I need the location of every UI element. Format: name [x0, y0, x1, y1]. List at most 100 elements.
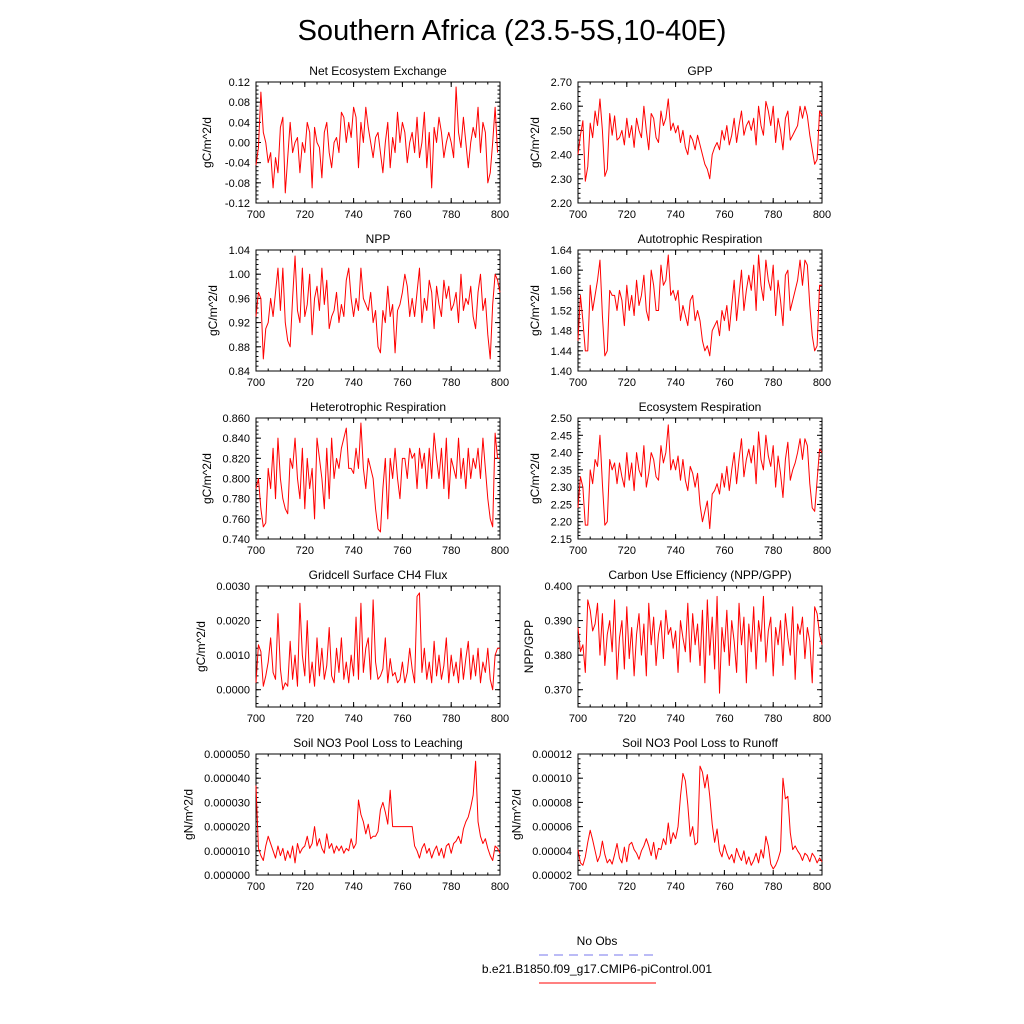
- y-tick-label-soil-no3-leaching: 0.000040: [204, 773, 250, 785]
- y-tick-label-heterotrophic-respiration: 0.840: [222, 433, 250, 445]
- x-tick-label-autotrophic-respiration: 760: [715, 377, 733, 389]
- y-tick-label-heterotrophic-respiration: 0.800: [222, 474, 250, 486]
- x-tick-label-autotrophic-respiration: 740: [666, 377, 684, 389]
- panels: Net Ecosystem Exchange 700 720 740 760 780 800…: [181, 64, 831, 893]
- panel-gpp: GPP 700 720 740 760 780 800 2.20 2.30 2.40 2.50 2.6…: [528, 64, 831, 221]
- x-tick-label-gridcell-surface-ch4-flux: 760: [393, 713, 411, 725]
- x-tick-label-soil-no3-leaching: 760: [393, 881, 411, 893]
- y-tick-label-carbon-use-efficiency: 0.370: [544, 685, 572, 697]
- y-tick-label-npp: 1.00: [229, 269, 250, 281]
- y-tick-label-net-ecosystem-exchange: 0.00: [229, 138, 250, 150]
- y-tick-label-soil-no3-leaching: 0.000020: [204, 822, 250, 834]
- y-tick-label-soil-no3-leaching: 0.000000: [204, 870, 250, 882]
- panel-ecosystem-respiration: Ecosystem Respiration 700 720 740 760 780 800 2…: [528, 400, 831, 557]
- series-line-gpp: [577, 98, 823, 182]
- x-tick-label-ecosystem-respiration: 700: [569, 545, 587, 557]
- panel-title-gpp: GPP: [687, 64, 712, 78]
- y-tick-label-heterotrophic-respiration: 0.780: [222, 494, 250, 506]
- y-axis-label-gpp: gC/m^2/d: [528, 117, 542, 168]
- y-tick-label-gpp: 2.70: [551, 77, 572, 89]
- panel-gridcell-surface-ch4-flux: Gridcell Surface CH4 Flux 700 720 740 760 780…: [194, 568, 509, 725]
- x-tick-label-carbon-use-efficiency: 780: [764, 713, 782, 725]
- x-tick-label-heterotrophic-respiration: 760: [393, 545, 411, 557]
- y-tick-label-autotrophic-respiration: 1.48: [551, 326, 572, 338]
- x-tick-label-carbon-use-efficiency: 720: [618, 713, 636, 725]
- x-tick-label-soil-no3-runoff: 740: [666, 881, 684, 893]
- y-tick-label-soil-no3-runoff: 0.00008: [532, 797, 572, 809]
- x-tick-label-gpp: 800: [813, 209, 831, 221]
- panel-title-heterotrophic-respiration: Heterotrophic Respiration: [310, 400, 446, 414]
- panel-title-npp: NPP: [366, 232, 391, 246]
- plot-frame-gridcell-surface-ch4-flux: [255, 585, 501, 708]
- y-tick-label-gpp: 2.50: [551, 125, 572, 137]
- x-tick-label-net-ecosystem-exchange: 780: [442, 209, 460, 221]
- y-tick-label-soil-no3-leaching: 0.000050: [204, 749, 250, 761]
- y-axis-label-carbon-use-efficiency: NPP/GPP: [522, 620, 536, 673]
- x-tick-label-autotrophic-respiration: 700: [569, 377, 587, 389]
- y-tick-label-ecosystem-respiration: 2.25: [551, 499, 572, 511]
- x-tick-label-gridcell-surface-ch4-flux: 800: [491, 713, 509, 725]
- x-tick-label-carbon-use-efficiency: 740: [666, 713, 684, 725]
- y-tick-label-autotrophic-respiration: 1.40: [551, 366, 572, 378]
- x-tick-label-soil-no3-leaching: 780: [442, 881, 460, 893]
- x-tick-label-heterotrophic-respiration: 740: [344, 545, 362, 557]
- series-line-net-ecosystem-exchange: [255, 86, 499, 194]
- x-tick-label-gpp: 740: [666, 209, 684, 221]
- series-line-ecosystem-respiration: [577, 424, 823, 530]
- y-tick-label-heterotrophic-respiration: 0.760: [222, 514, 250, 526]
- x-tick-label-net-ecosystem-exchange: 760: [393, 209, 411, 221]
- series-line-npp: [255, 255, 501, 360]
- y-tick-label-gpp: 2.30: [551, 174, 572, 186]
- y-tick-label-soil-no3-runoff: 0.00010: [532, 773, 572, 785]
- x-tick-label-npp: 760: [393, 377, 411, 389]
- panel-soil-no3-runoff: Soil NO3 Pool Loss to Runoff 700 720 740 760…: [510, 736, 832, 893]
- y-tick-label-gpp: 2.60: [551, 101, 572, 113]
- y-tick-label-autotrophic-respiration: 1.60: [551, 265, 572, 277]
- plot-frame-autotrophic-respiration: [577, 249, 823, 372]
- x-tick-label-soil-no3-leaching: 740: [344, 881, 362, 893]
- y-axis-label-heterotrophic-respiration: gC/m^2/d: [200, 453, 214, 504]
- y-tick-label-ecosystem-respiration: 2.45: [551, 430, 572, 442]
- x-tick-label-ecosystem-respiration: 720: [618, 545, 636, 557]
- y-tick-label-gridcell-surface-ch4-flux: 0.0030: [216, 581, 250, 593]
- legend: No Obs b.e21.B1850.f09_g17.CMIP6-piContr…: [482, 934, 712, 984]
- panel-carbon-use-efficiency: Carbon Use Efficiency (NPP/GPP) 700 720 740…: [522, 568, 831, 725]
- panel-soil-no3-leaching: Soil NO3 Pool Loss to Leaching 700 720 740 7…: [181, 736, 509, 893]
- series-line-heterotrophic-respiration: [255, 422, 500, 533]
- x-tick-label-gpp: 700: [569, 209, 587, 221]
- x-tick-label-soil-no3-leaching: 700: [247, 881, 265, 893]
- y-tick-label-heterotrophic-respiration: 0.820: [222, 453, 250, 465]
- y-tick-label-npp: 0.92: [229, 318, 250, 330]
- legend-label-no-obs: No Obs: [577, 934, 618, 948]
- y-tick-label-autotrophic-respiration: 1.64: [551, 245, 572, 257]
- y-tick-label-net-ecosystem-exchange: -0.04: [225, 158, 250, 170]
- panel-title-soil-no3-runoff: Soil NO3 Pool Loss to Runoff: [622, 736, 779, 750]
- plot-frame-ecosystem-respiration: [577, 417, 823, 540]
- y-tick-label-soil-no3-runoff: 0.00006: [532, 822, 572, 834]
- plot-frame-gpp: [577, 81, 823, 204]
- x-tick-label-net-ecosystem-exchange: 800: [491, 209, 509, 221]
- y-tick-label-carbon-use-efficiency: 0.380: [544, 650, 572, 662]
- x-tick-label-soil-no3-leaching: 720: [296, 881, 314, 893]
- y-tick-label-soil-no3-runoff: 0.00002: [532, 870, 572, 882]
- series-line-soil-no3-leaching: [255, 760, 501, 864]
- legend-label-model-run: b.e21.B1850.f09_g17.CMIP6-piControl.001: [482, 962, 712, 976]
- y-tick-label-carbon-use-efficiency: 0.400: [544, 581, 572, 593]
- x-tick-label-autotrophic-respiration: 800: [813, 377, 831, 389]
- plot-frame-soil-no3-leaching: [255, 753, 501, 876]
- x-tick-label-net-ecosystem-exchange: 740: [344, 209, 362, 221]
- y-tick-label-carbon-use-efficiency: 0.390: [544, 616, 572, 628]
- x-tick-label-carbon-use-efficiency: 800: [813, 713, 831, 725]
- series-line-carbon-use-efficiency: [577, 595, 823, 694]
- y-axis-label-gridcell-surface-ch4-flux: gC/m^2/d: [194, 621, 208, 672]
- figure-title: Southern Africa (23.5-5S,10-40E): [298, 15, 727, 47]
- y-tick-label-gpp: 2.20: [551, 198, 572, 210]
- x-tick-label-soil-no3-runoff: 720: [618, 881, 636, 893]
- x-tick-label-soil-no3-leaching: 800: [491, 881, 509, 893]
- x-tick-label-npp: 780: [442, 377, 460, 389]
- y-tick-label-gridcell-surface-ch4-flux: 0.0000: [216, 685, 250, 697]
- y-tick-label-soil-no3-leaching: 0.000010: [204, 846, 250, 858]
- panel-title-net-ecosystem-exchange: Net Ecosystem Exchange: [309, 64, 447, 78]
- y-tick-label-ecosystem-respiration: 2.30: [551, 482, 572, 494]
- x-tick-label-heterotrophic-respiration: 720: [296, 545, 314, 557]
